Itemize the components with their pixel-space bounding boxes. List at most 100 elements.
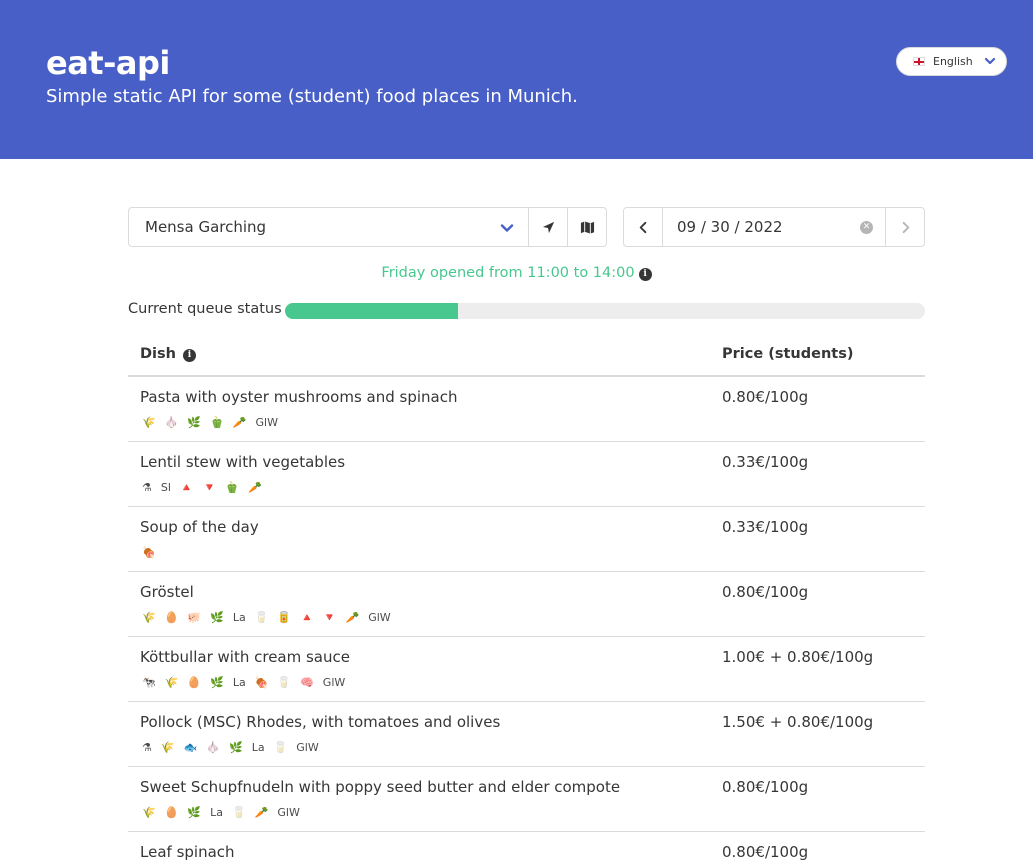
- map-icon: [580, 220, 594, 234]
- location-selected: Mensa Garching: [145, 218, 267, 236]
- label-icon: 🐖: [187, 611, 202, 624]
- dish-labels: 🍖: [142, 546, 165, 560]
- table-row: Leaf spinach 0.80€/100g: [128, 832, 925, 866]
- header-dish: Dish i: [140, 346, 196, 362]
- label-icon: 🥚: [164, 806, 179, 819]
- info-icon[interactable]: i: [182, 349, 196, 362]
- label-icon: 🔺: [179, 481, 194, 494]
- dish-price: 0.33€/100g: [722, 453, 809, 471]
- label-icon: 🧄: [206, 741, 220, 754]
- clear-icon[interactable]: ✕: [860, 221, 873, 234]
- label-icon: 🔻: [202, 481, 217, 494]
- dish-name: Pasta with oyster mushrooms and spinach: [140, 388, 458, 406]
- date-value: 09 / 30 / 2022: [677, 218, 783, 236]
- label-code: La: [232, 611, 246, 624]
- label-icon: 🥛: [254, 611, 269, 624]
- table-row: Sweet Schupfnudeln with poppy seed butte…: [128, 767, 925, 832]
- dish-name: Soup of the day: [140, 518, 259, 536]
- label-icon: 🌾: [142, 416, 156, 429]
- label-code: La: [210, 806, 223, 819]
- label-icon: 🫑: [210, 416, 224, 429]
- hero-banner: eat-api Simple static API for some (stud…: [0, 0, 1033, 159]
- map-button[interactable]: [567, 207, 607, 247]
- dish-name: Leaf spinach: [140, 843, 235, 861]
- dish-labels: ⚗ Sl 🔺 🔻 🫑 🥕: [142, 481, 271, 495]
- label-icon: 🥛: [277, 676, 292, 689]
- label-icon: 🐄: [142, 676, 156, 689]
- label-icon: 🐟: [183, 741, 198, 754]
- dish-labels: ⚗ 🌾 🐟 🧄 🌿 La 🥛 GlW: [142, 741, 328, 755]
- label-icon: 🍖: [142, 546, 156, 559]
- dish-labels: 🌾 🥚 🐖 🌿 La 🥛 🥫 🔺 🔻 🥕 GlW: [142, 611, 400, 625]
- label-icon: ⚗: [142, 741, 152, 754]
- table-row: Pollock (MSC) Rhodes, with tomatoes and …: [128, 702, 925, 767]
- previous-day-button[interactable]: [623, 207, 663, 247]
- label-icon: 🧄: [164, 416, 179, 429]
- label-code: GlW: [296, 741, 319, 754]
- label-code: La: [232, 676, 246, 689]
- label-code: GlW: [277, 806, 300, 819]
- label-code: GlW: [255, 416, 278, 429]
- dish-price: 0.33€/100g: [722, 518, 809, 536]
- location-arrow-icon: [542, 221, 554, 233]
- table-row: Köttbullar with cream sauce 🐄 🌾 🥚 🌿 La 🍖 🥛 🧠 GlW 1…: [128, 637, 925, 702]
- location-select[interactable]: Mensa Garching: [128, 207, 529, 247]
- label-icon: 🥚: [164, 611, 179, 624]
- label-icon: 🌿: [210, 676, 224, 689]
- table-header: Dish i Price (students): [128, 335, 925, 377]
- dish-table: Dish i Price (students) Pasta with oyster…: [128, 335, 925, 866]
- dish-name: Lentil stew with vegetables: [140, 453, 346, 471]
- dish-labels: 🌾 🧄 🌿 🫑 🥕 GlW: [142, 416, 287, 430]
- label-icon: 🌾: [160, 741, 175, 754]
- label-icon: 🥕: [254, 806, 269, 819]
- label-code: GlW: [368, 611, 391, 624]
- label-icon: 🥚: [187, 676, 202, 689]
- label-icon: 🌾: [164, 676, 179, 689]
- dish-price: 0.80€/100g: [722, 583, 809, 601]
- info-icon[interactable]: i: [638, 268, 652, 281]
- opening-hours-text: Friday opened from 11:00 to 14:00: [381, 265, 635, 281]
- dish-price: 0.80€/100g: [722, 843, 809, 861]
- label-icon: 🌿: [187, 416, 202, 429]
- label-code: Sl: [160, 481, 171, 494]
- language-selected: English: [933, 55, 973, 68]
- queue-status-fill: [285, 303, 458, 319]
- dish-price: 0.80€/100g: [722, 388, 809, 406]
- label-icon: 🥫: [277, 611, 292, 624]
- header-dish-label: Dish: [140, 346, 176, 362]
- locate-button[interactable]: [528, 207, 568, 247]
- dish-price: 1.50€ + 0.80€/100g: [722, 713, 874, 731]
- label-icon: 🥕: [345, 611, 360, 624]
- label-icon: 🌾: [142, 806, 156, 819]
- dish-price: 0.80€/100g: [722, 778, 809, 796]
- label-icon: 🌿: [210, 611, 224, 624]
- label-icon: 🍖: [254, 676, 269, 689]
- dish-name: Köttbullar with cream sauce: [140, 648, 350, 666]
- dish-name: Pollock (MSC) Rhodes, with tomatoes and …: [140, 713, 501, 731]
- dish-name: Gröstel: [140, 583, 194, 601]
- label-icon: 🥕: [232, 416, 247, 429]
- label-icon: 🫑: [225, 481, 240, 494]
- page-subtitle: Simple static API for some (student) foo…: [46, 86, 578, 107]
- opening-hours: Friday opened from 11:00 to 14:00 i: [0, 265, 1033, 281]
- dish-name: Sweet Schupfnudeln with poppy seed butte…: [140, 778, 621, 796]
- chevron-left-icon: [639, 221, 646, 233]
- label-icon: 🥛: [231, 806, 246, 819]
- page-title: eat-api: [46, 44, 170, 82]
- label-code: GlW: [322, 676, 346, 689]
- label-code: La: [251, 741, 265, 754]
- table-row: Pasta with oyster mushrooms and spinach 🌾…: [128, 377, 925, 442]
- label-icon: 🌾: [142, 611, 156, 624]
- label-icon: ⚗: [142, 481, 152, 494]
- next-day-button[interactable]: [885, 207, 925, 247]
- table-row: Soup of the day 🍖 0.33€/100g: [128, 507, 925, 572]
- dish-labels: 🌾 🥚 🌿 La 🥛 🥕 GlW: [142, 806, 309, 820]
- chevron-right-icon: [902, 221, 909, 233]
- language-select[interactable]: English: [896, 47, 1007, 76]
- queue-status-bar: [285, 303, 925, 319]
- label-icon: 🌿: [187, 806, 202, 819]
- date-input[interactable]: 09 / 30 / 2022 ✕: [662, 207, 886, 247]
- table-row: Gröstel 🌾 🥚 🐖 🌿 La 🥛 🥫 🔺 🔻 🥕 GlW 0.80€/100g: [128, 572, 925, 637]
- label-icon: 🧠: [300, 676, 314, 689]
- label-icon: 🥛: [273, 741, 288, 754]
